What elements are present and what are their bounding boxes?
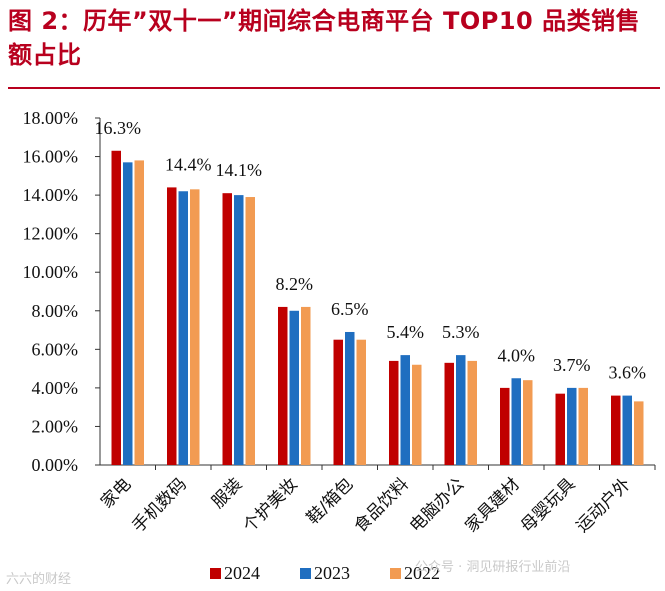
bar-2023-6: [400, 355, 410, 465]
bar-2024-3: [222, 193, 232, 465]
category-label: 鞋/箱包: [303, 474, 357, 528]
bar-2023-8: [511, 378, 521, 465]
bar-2023-7: [456, 355, 466, 465]
category-label: 运动户外: [573, 474, 635, 536]
title-rule: [8, 87, 660, 89]
watermark-right: 公众号 · 洞见研报行业前沿: [415, 560, 571, 575]
bar-2022-6: [412, 364, 422, 465]
bar-2022-9: [578, 387, 588, 465]
category-label: 家具建材: [462, 474, 524, 536]
y-tick-label: 6.00%: [32, 339, 79, 359]
legend-swatch-2023: [300, 568, 311, 579]
data-label: 16.3%: [95, 118, 142, 138]
bars: [111, 150, 644, 466]
y-tick-label: 2.00%: [32, 416, 79, 436]
bar-2022-5: [356, 339, 366, 465]
bar-2022-4: [301, 306, 311, 465]
bar-2023-9: [567, 387, 577, 465]
y-tick-label: 14.00%: [23, 185, 79, 205]
bar-2024-5: [333, 339, 343, 465]
data-label: 14.1%: [216, 160, 263, 180]
legend-swatch-2022: [390, 568, 401, 579]
bar-2023-4: [289, 310, 299, 465]
bar-2024-2: [167, 187, 177, 465]
category-label: 母婴玩具: [517, 474, 579, 536]
bar-2022-3: [245, 197, 255, 466]
data-label: 4.0%: [498, 345, 536, 365]
bar-2024-4: [278, 306, 288, 465]
bar-2024-1: [111, 150, 121, 465]
y-tick-label: 16.00%: [23, 147, 79, 167]
bar-2023-1: [123, 162, 133, 466]
y-tick-label: 18.00%: [23, 108, 79, 128]
y-tick-label: 4.00%: [32, 378, 79, 398]
bar-2024-10: [611, 395, 621, 465]
bar-2024-9: [555, 393, 565, 465]
y-tick-label: 10.00%: [23, 262, 79, 282]
watermark-left: 六六的财经: [6, 572, 72, 587]
bar-2023-10: [622, 395, 632, 465]
bar-2023-5: [345, 331, 355, 465]
category-label: 手机数码: [129, 474, 191, 536]
data-labels: 16.3% 14.4% 14.1% 8.2% 6.5% 5.4% 5.3% 4.0% 3.7% 3…: [95, 118, 647, 383]
bar-2022-10: [634, 401, 644, 465]
legend-label-2023: 2023: [314, 563, 350, 583]
legend-label-2022: 2022: [404, 563, 440, 583]
chart-title: 图 2：历年”双十一”期间综合电商平台 TOP10 品类销售额占比: [8, 7, 641, 69]
bar-2022-1: [134, 160, 144, 465]
legend-label-2024: 2024: [224, 563, 260, 583]
bar-2023-2: [178, 191, 188, 465]
y-tick-label: 12.00%: [23, 224, 79, 244]
category-label: 家电: [97, 474, 135, 512]
category-label: 食品饮料: [351, 474, 413, 536]
data-label: 6.5%: [331, 299, 369, 319]
data-label: 5.3%: [442, 322, 480, 342]
category-label: 个护美妆: [240, 474, 302, 536]
data-label: 5.4%: [387, 322, 425, 342]
data-label: 3.7%: [553, 355, 591, 375]
bar-2024-8: [500, 387, 510, 465]
data-label: 3.6%: [609, 363, 647, 383]
bar-2024-7: [444, 362, 454, 465]
bar-2022-7: [467, 360, 477, 465]
bar-2022-2: [190, 189, 200, 466]
legend-swatch-2024: [210, 568, 221, 579]
bar-2022-8: [523, 380, 533, 465]
data-label: 14.4%: [165, 154, 212, 174]
legend: 2024 2023 2022: [210, 563, 440, 583]
category-label: 服装: [208, 474, 246, 512]
y-tick-label: 0.00%: [32, 455, 79, 475]
category-label: 电脑办公: [406, 474, 468, 536]
y-tick-label: 8.00%: [32, 301, 79, 321]
data-label: 8.2%: [276, 274, 314, 294]
bar-2024-6: [389, 360, 399, 465]
y-axis: 0.00% 2.00% 4.00% 6.00% 8.00% 10.00% 12.00% 14.…: [23, 108, 656, 475]
bar-2023-3: [234, 195, 244, 465]
